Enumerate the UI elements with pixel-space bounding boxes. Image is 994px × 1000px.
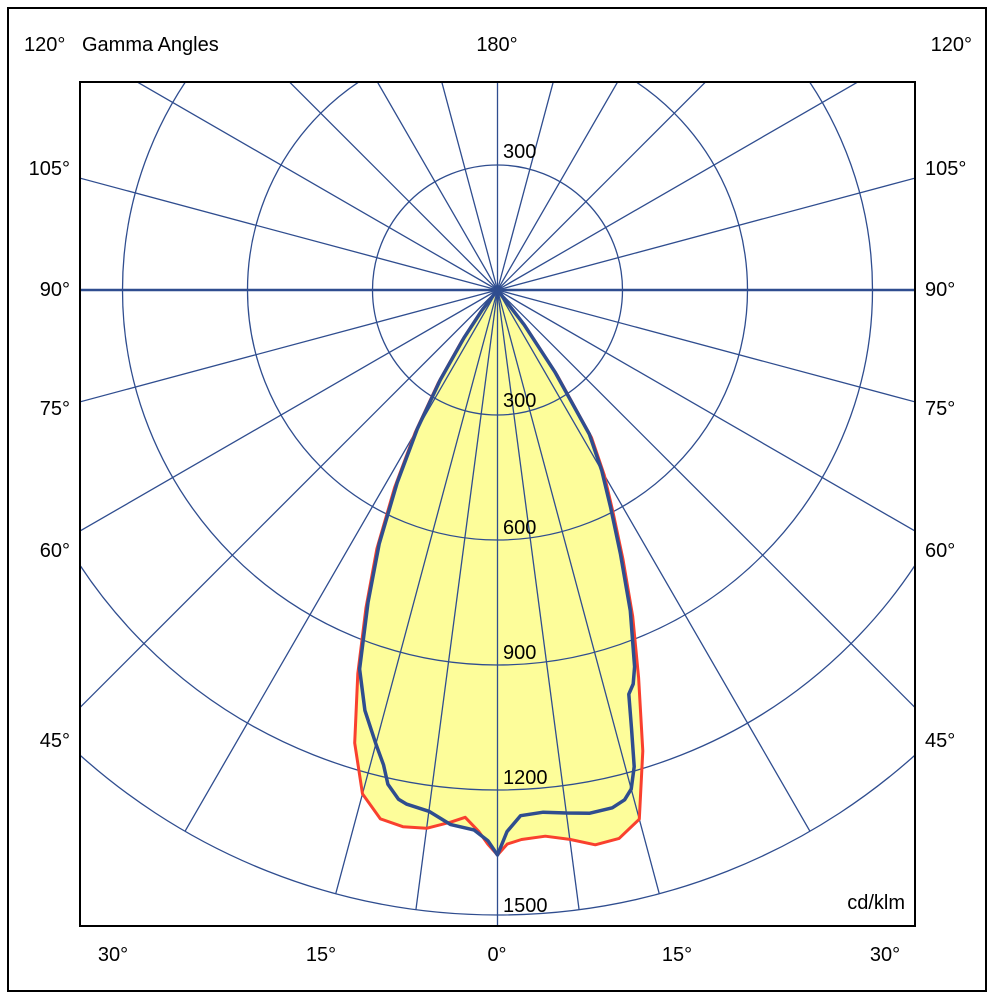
radial-line-lower-75	[497, 289, 915, 403]
gamma-label-60-left: 60°	[39, 540, 70, 562]
gamma-label-180: 180°	[476, 34, 518, 56]
unit-label: cd/klm	[847, 892, 905, 914]
radial-line-lower-15	[496, 289, 660, 894]
ring-label-1500: 1500	[503, 895, 548, 917]
radial-line-lower--30	[184, 289, 499, 832]
gamma-label-90-left: 90°	[39, 279, 70, 301]
ring-label-1200: 1200	[503, 767, 548, 789]
plot-clipped-area	[80, 82, 915, 926]
radial-line-upper--75	[80, 177, 498, 291]
radial-line-upper-15	[496, 82, 554, 291]
gamma-label-30-bottom-left: 30°	[97, 944, 129, 966]
radial-line-lower--75	[80, 289, 498, 403]
radial-line-lower-60	[497, 289, 915, 532]
radial-line-upper-45	[497, 82, 707, 291]
ring-label-600: 600	[503, 517, 537, 539]
gamma-label-75-right: 75°	[925, 398, 956, 420]
radial-line-lower--45	[80, 289, 498, 709]
radial-line-lower--7.5	[415, 289, 499, 910]
radial-line-upper-30	[496, 82, 619, 291]
radial-line-upper--30	[376, 82, 499, 291]
gamma-label-120-left: 120°	[24, 34, 66, 56]
radial-line-lower--60	[80, 289, 498, 532]
gamma-label-15-bottom-left: 15°	[305, 944, 337, 966]
gamma-label-75-left: 75°	[39, 398, 70, 420]
radial-line-upper--15	[441, 82, 499, 291]
gamma-label-60-right: 60°	[925, 540, 956, 562]
gamma-label-105-left: 105°	[28, 158, 70, 180]
gamma-label-90-right: 90°	[925, 279, 956, 301]
radial-line-upper--60	[135, 82, 498, 291]
radial-line-upper-60	[497, 82, 860, 291]
ring-label-300-lower: 300	[503, 390, 537, 412]
ring-label-300-upper: 300	[503, 141, 537, 163]
ring-label-900: 900	[503, 642, 537, 664]
radial-line-lower-7.5	[496, 289, 580, 910]
gamma-label-45-left: 45°	[39, 730, 70, 752]
gamma-label-120-right: 120°	[930, 34, 972, 56]
radial-line-lower-45	[497, 289, 915, 709]
plot-box-border	[79, 81, 916, 927]
curve-C90-C270	[357, 288, 637, 857]
gamma-label-15-bottom-right: 15°	[661, 944, 693, 966]
outer-frame	[7, 7, 987, 992]
gamma-label-30-bottom-right: 30°	[869, 944, 901, 966]
chart-title: Gamma Angles	[82, 34, 219, 56]
gamma-label-0-bottom: 0°	[487, 944, 507, 966]
gamma-label-105-right: 105°	[925, 158, 967, 180]
radial-line-upper--45	[288, 82, 498, 291]
gamma-label-45-right: 45°	[925, 730, 956, 752]
radial-line-upper-75	[497, 177, 915, 291]
radial-line-lower-30	[496, 289, 811, 832]
